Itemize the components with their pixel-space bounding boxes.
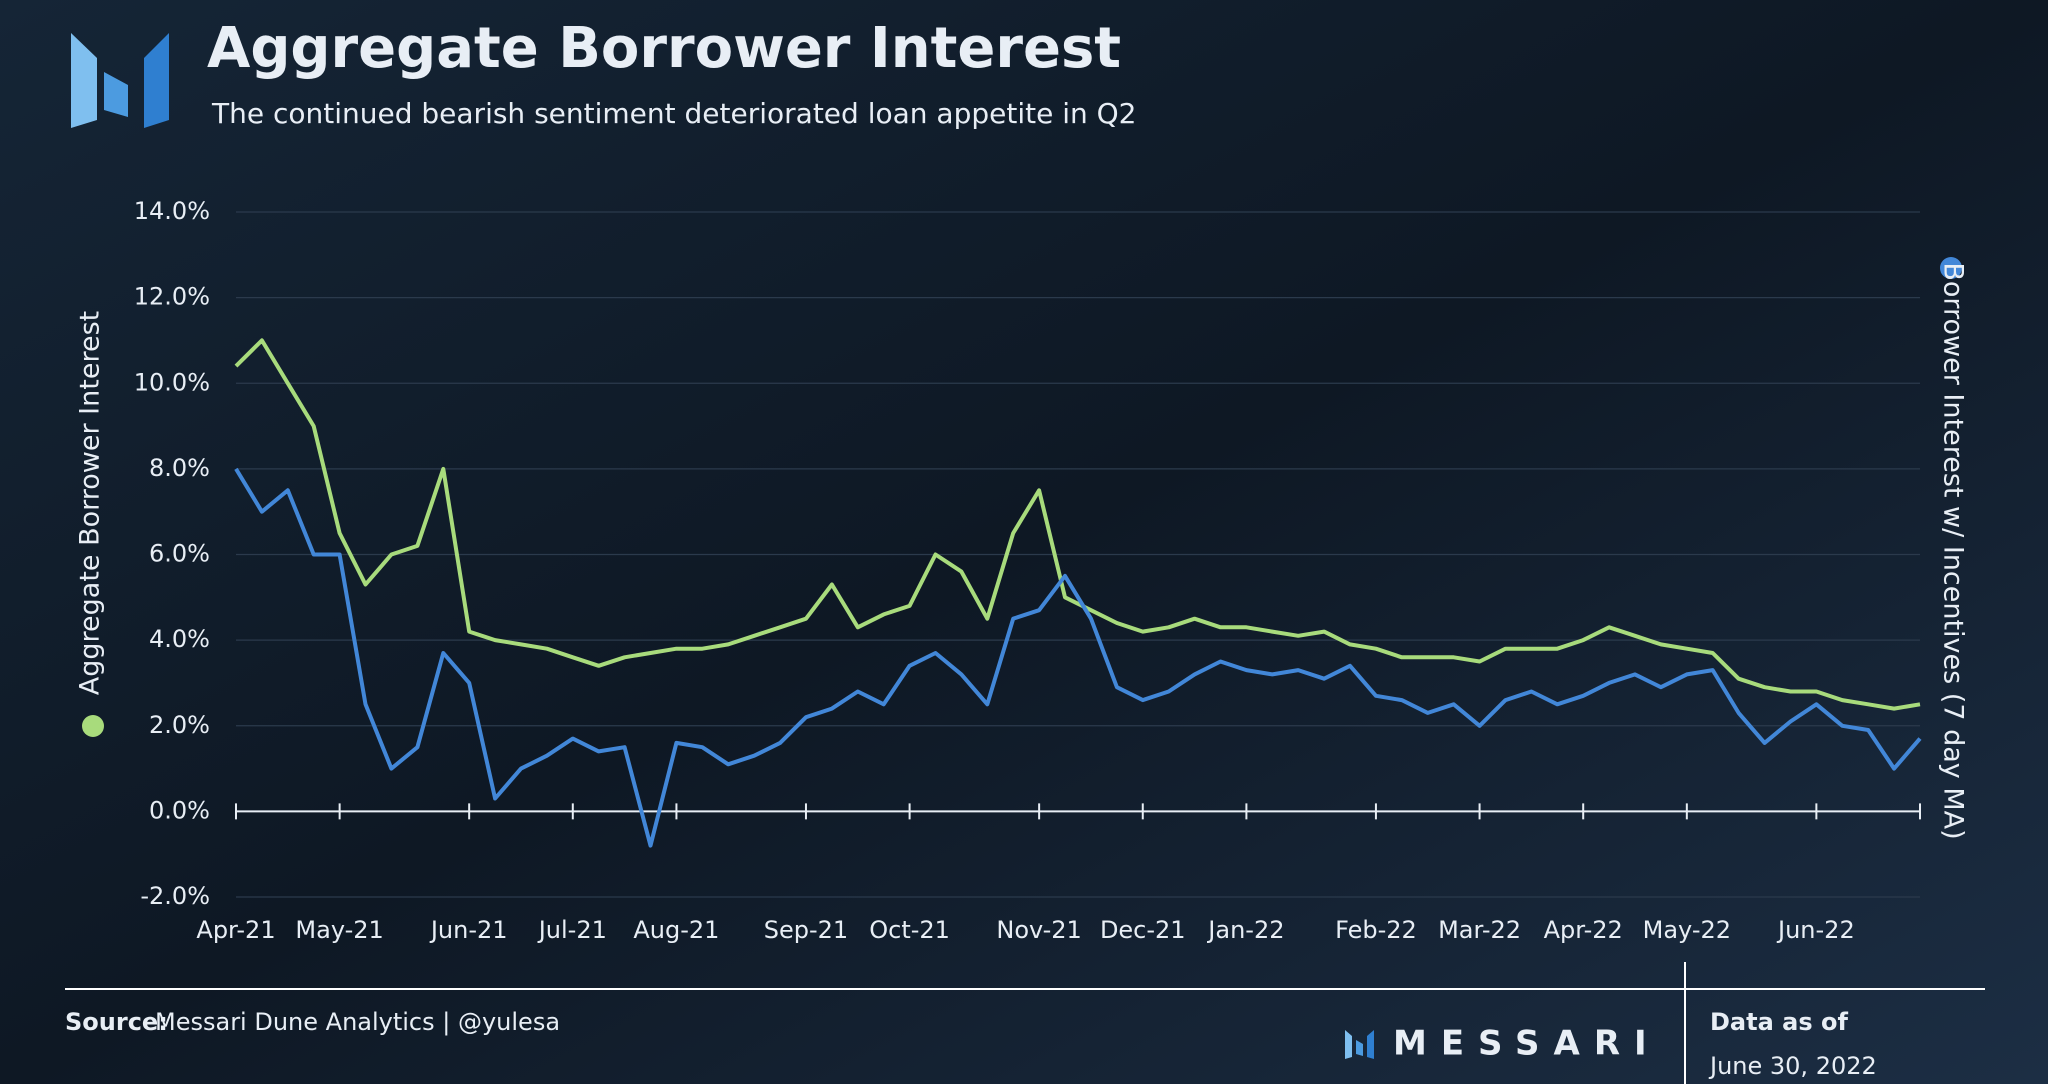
x-tick-label: Aug-21: [633, 916, 719, 944]
logo: [71, 33, 169, 128]
data-as-of-label: Data as of: [1710, 1008, 1848, 1036]
x-tick-label: Dec-21: [1100, 916, 1186, 944]
x-tick-label: Jul-21: [537, 916, 607, 944]
y-tick-label: 0.0%: [149, 796, 210, 824]
x-tick-label: Mar-22: [1438, 916, 1521, 944]
series-line: [234, 467, 1922, 848]
x-tick-label: Apr-22: [1544, 916, 1623, 944]
x-tick-label: May-22: [1643, 916, 1731, 944]
y-tick-label: -2.0%: [140, 882, 210, 910]
brand: MESSARI: [1393, 1024, 1661, 1064]
chart-title: Aggregate Borrower Interest: [207, 16, 1121, 81]
y-tick-label: 14.0%: [134, 197, 210, 225]
chart-subtitle: The continued bearish sentiment deterior…: [211, 97, 1137, 130]
y2-axis-title: Borrower Interest w/ Incentives (7 day M…: [1938, 262, 1969, 839]
y-tick-label: 4.0%: [149, 625, 210, 653]
data-as-of: June 30, 2022: [1708, 1052, 1877, 1080]
y-tick-label: 10.0%: [134, 368, 210, 396]
legend-marker: [82, 715, 104, 737]
y-tick-label: 6.0%: [149, 540, 210, 568]
x-tick-label: Jun-21: [429, 916, 508, 944]
x-tick-label: Oct-21: [869, 916, 950, 944]
legend-marker: [1940, 257, 1962, 279]
y-tick-label: 8.0%: [149, 454, 210, 482]
x-tick-label: Sep-21: [764, 916, 848, 944]
x-tick-label: Jun-22: [1776, 916, 1855, 944]
x-tick-label: Jan-22: [1206, 916, 1284, 944]
series-line: [234, 338, 1921, 711]
y-tick-label: 2.0%: [149, 711, 210, 739]
x-tick-label: May-21: [295, 916, 383, 944]
x-tick-label: Nov-21: [996, 916, 1081, 944]
source-label: Source:: [65, 1008, 168, 1036]
x-tick-label: Apr-21: [196, 916, 275, 944]
plot: -2.0% 0.0% 2.0% 4.0% 6.0% 8.0% 10.0% 12.0% 14.0%…: [134, 197, 1922, 944]
y-axis-title: Aggregate Borrower Interest: [75, 311, 106, 695]
x-tick-label: Feb-22: [1335, 916, 1417, 944]
source: Messari Dune Analytics | @yulesa: [155, 1008, 560, 1036]
brand-logo: [1345, 1030, 1374, 1059]
y-tick-label: 12.0%: [134, 283, 210, 311]
